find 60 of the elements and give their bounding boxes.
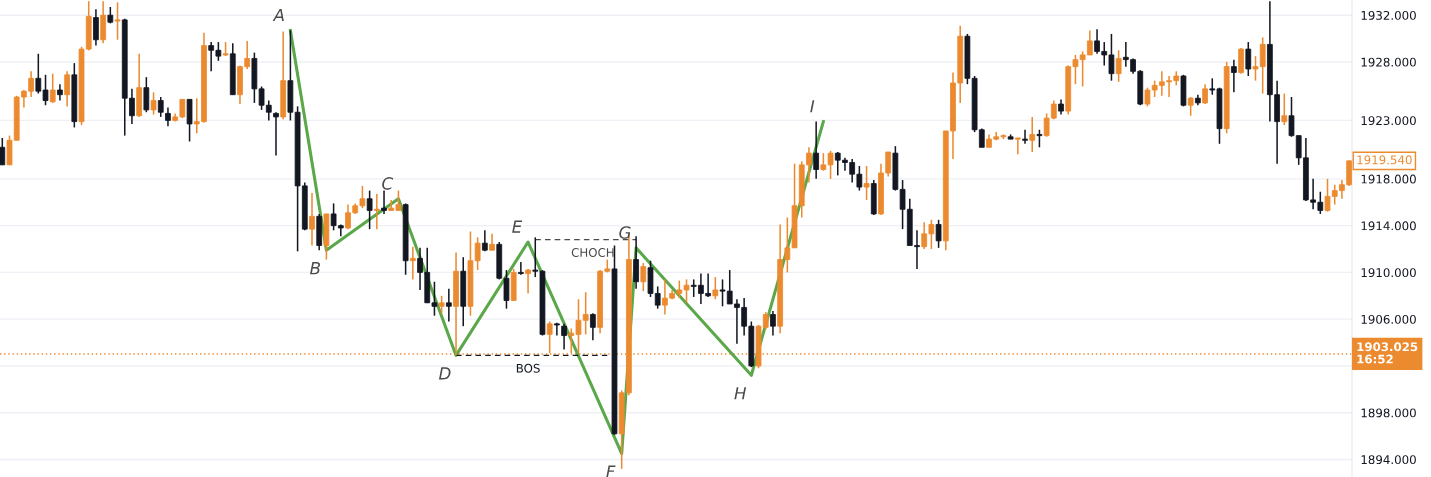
data-label: I [810,100,815,113]
y-tick-label: 1906.000 [1361,314,1416,324]
candlestick [0,137,6,166]
candlestick [49,72,56,104]
candlestick [150,91,157,116]
candlestick [114,1,121,41]
candlestick [1022,129,1028,145]
candlestick [1281,92,1288,126]
candlestick [863,165,870,201]
candlestick [409,245,416,281]
y-tick-label: 1910.000 [1361,268,1416,278]
data-label: B [310,262,320,275]
ref-line-label: 1903.025 16:52 [1357,342,1418,364]
y-tick-label: 1894.000 [1361,455,1416,465]
candlestick [1115,49,1122,83]
y-tick-label: 1928.000 [1361,57,1416,67]
candlestick [590,312,596,341]
data-label: F [606,465,616,477]
y-tick-label: 1898.000 [1361,408,1416,418]
candlestick [1029,116,1036,153]
candlestick [309,192,315,247]
candlestick [561,323,567,351]
data-label: A [272,8,284,22]
candlestick [93,8,99,47]
candlestick [1238,47,1244,75]
candlestick [273,111,279,157]
y-tick-label: 1918.000 [1361,174,1416,184]
candlestick [1245,41,1252,77]
text: 1919.540 [1357,155,1412,165]
candlestick [525,268,531,295]
data-label: C [382,177,394,190]
y-tick-label: 1914.000 [1361,221,1416,231]
candlestick [1187,96,1194,117]
data-label: G [619,226,631,239]
candlestick [1231,58,1237,94]
candlestick [633,235,639,290]
candlestick [935,219,942,249]
data-label: CHOCH [571,248,614,257]
data-label: H [734,387,747,400]
candlestick [546,320,553,354]
candlestick [381,189,387,215]
candlestick [554,321,560,337]
y-tick-label: 1923.000 [1361,116,1416,126]
candlestick [1014,137,1021,156]
candlestick [165,106,171,128]
candlestick [770,310,776,337]
candlestick [813,120,820,180]
data-label: D [438,367,451,380]
candlestick [518,261,524,276]
y-tick-label: 1932.000 [1361,10,1416,20]
candlestick [157,96,164,118]
data-label: BOS [516,363,540,373]
candlestick [366,189,373,230]
candlestick [445,288,452,323]
candlestick [143,76,150,114]
candlestick [373,193,380,230]
data-label: E [512,220,523,233]
candlestick [640,262,647,292]
candlestick [64,70,70,108]
candlestick [712,276,719,301]
